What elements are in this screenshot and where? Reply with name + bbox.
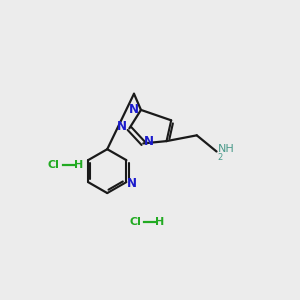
Text: N: N bbox=[144, 135, 154, 148]
Text: H: H bbox=[74, 160, 83, 170]
Text: N: N bbox=[117, 120, 128, 133]
Text: NH: NH bbox=[218, 144, 234, 154]
Text: N: N bbox=[127, 177, 137, 190]
Text: H: H bbox=[155, 217, 164, 227]
Text: Cl: Cl bbox=[48, 160, 60, 170]
Text: Cl: Cl bbox=[129, 217, 141, 227]
Text: N: N bbox=[128, 103, 139, 116]
Text: 2: 2 bbox=[218, 153, 223, 162]
